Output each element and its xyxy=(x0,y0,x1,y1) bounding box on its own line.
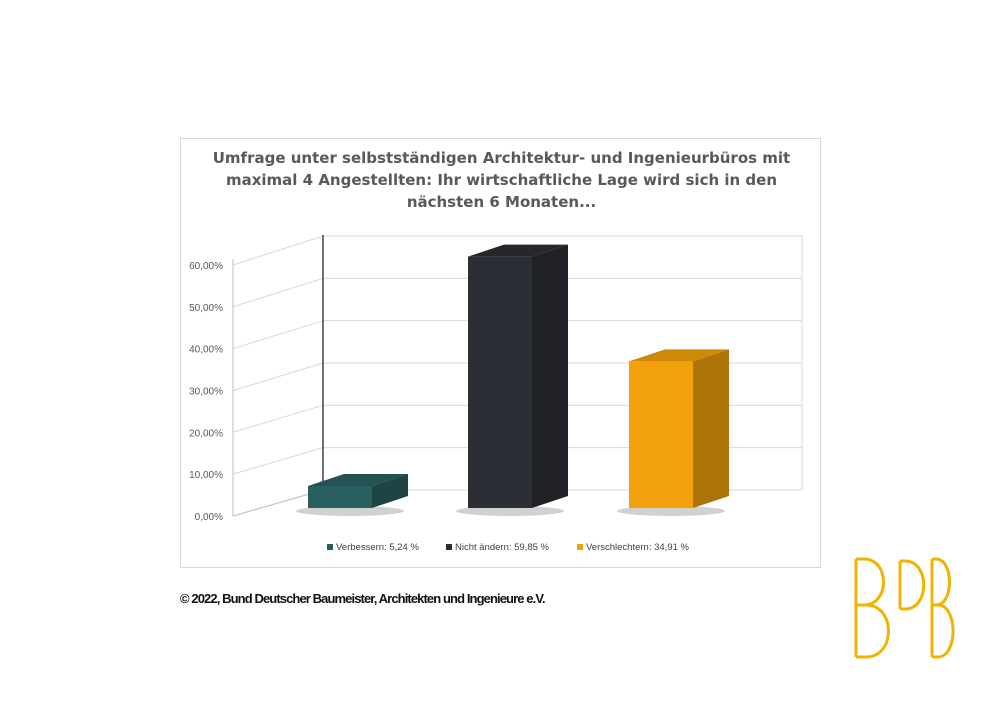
bar-top xyxy=(308,473,408,486)
bar-front xyxy=(308,485,372,508)
y-tick-label: 0,00% xyxy=(195,512,223,523)
chart-container: Umfrage unter selbstständigen Architektu… xyxy=(180,138,821,568)
bar-front xyxy=(629,361,693,508)
y-tick-label: 30,00% xyxy=(189,387,223,398)
bar-top xyxy=(468,244,568,257)
gridline-side xyxy=(232,362,324,391)
y-tick-label: 20,00% xyxy=(189,428,223,439)
bar-shadow xyxy=(617,506,725,516)
y-tick-label: 40,00% xyxy=(189,345,223,356)
legend-label: Verbessern: 5,24 % xyxy=(336,542,419,553)
copyright-notice: © 2022, Bund Deutscher Baumeister, Archi… xyxy=(180,591,546,606)
y-tick-label: 60,00% xyxy=(189,261,223,272)
bar-side xyxy=(693,349,729,508)
legend-swatch xyxy=(327,544,333,550)
bar-side xyxy=(532,244,568,508)
bar-side xyxy=(372,473,408,508)
bar-shadow xyxy=(456,506,564,516)
legend-swatch xyxy=(446,544,452,550)
gridline-side xyxy=(232,277,324,308)
gridline-side xyxy=(232,447,324,475)
legend-swatch xyxy=(577,544,583,550)
legend-label: Nicht ändern: 59,85 % xyxy=(455,542,550,553)
legend-label: Verschlechtern: 34,91 % xyxy=(586,542,690,553)
gridline-side xyxy=(232,404,324,433)
y-tick-label: 10,00% xyxy=(189,470,223,481)
y-tick-label: 50,00% xyxy=(189,303,223,314)
gridline-side xyxy=(232,235,324,266)
bar-front xyxy=(468,256,532,508)
bar-shadow xyxy=(296,506,404,516)
gridline-side xyxy=(232,320,324,350)
bar-top xyxy=(629,349,729,362)
chart-title: Umfrage unter selbstständigen Architektu… xyxy=(212,149,791,211)
bdb-logo xyxy=(854,557,955,659)
chart-plot: 0,00% 10,00% 20,00% 30,00% 40,00% 50,00% 60,00… xyxy=(189,235,803,553)
